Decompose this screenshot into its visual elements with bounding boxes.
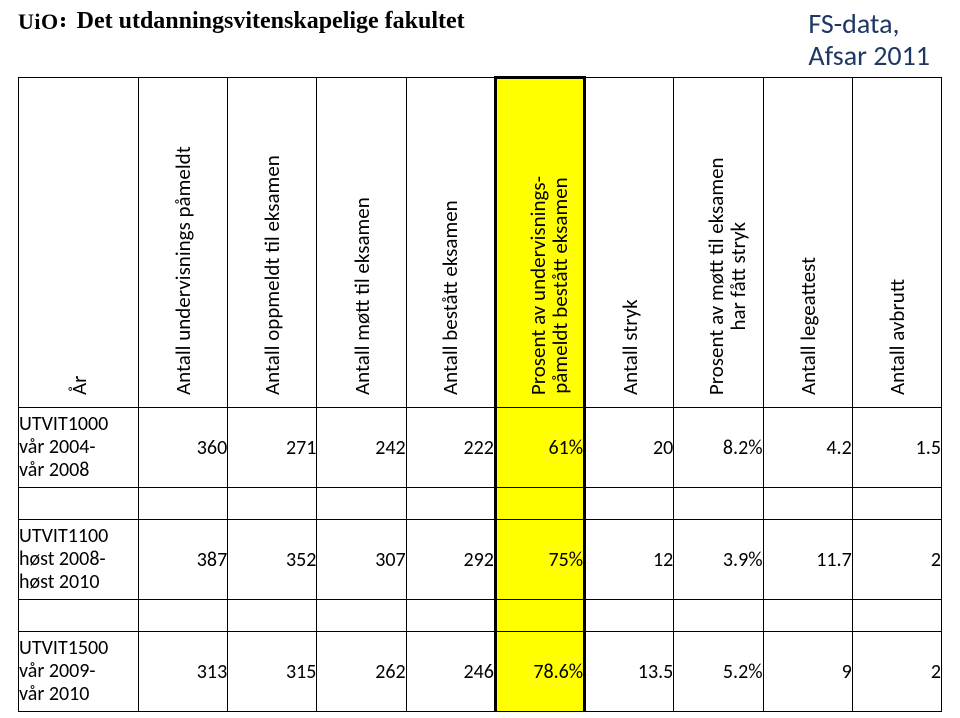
cell: 2 (852, 520, 941, 600)
col-avbrutt: Antall avbrutt (852, 78, 941, 408)
table-row: UTVIT1500 vår 2009- vår 2010 313 315 262… (19, 632, 942, 712)
cell: 262 (317, 632, 406, 712)
col-mott-eksamen: Antall møtt til eksamen (317, 78, 406, 408)
cell: 313 (139, 632, 228, 712)
faculty-name: Det utdanningsvitenskapelige fakultet (77, 8, 465, 35)
row-label: UTVIT1000 vår 2004- vår 2008 (19, 408, 139, 488)
faculty-header: UiO Det utdanningsvitenskapelige fakulte… (18, 8, 465, 35)
table-row: UTVIT1000 vår 2004- vår 2008 360 271 242… (19, 408, 942, 488)
annotation-line2: Afsar 2011 (808, 40, 930, 72)
source-annotation: FS-data, Afsar 2011 (808, 8, 930, 72)
cell: 1.5 (852, 408, 941, 488)
uio-logo: UiO (18, 9, 69, 35)
col-prosent-stryk: Prosent av møtt til eksamen har fått str… (674, 78, 763, 408)
table-gap-row (19, 488, 942, 520)
cell: 3.9% (674, 520, 763, 600)
logo-text: UiO (18, 9, 59, 35)
col-undervisnings-pameldt: Antall undervisnings påmeldt (139, 78, 228, 408)
cell: 11.7 (763, 520, 852, 600)
cell-highlight: 78.6% (495, 632, 584, 712)
cell: 315 (228, 632, 317, 712)
cell: 13.5 (585, 632, 674, 712)
cell: 271 (228, 408, 317, 488)
col-year: År (19, 78, 139, 408)
cell: 222 (406, 408, 495, 488)
cell: 12 (585, 520, 674, 600)
cell: 352 (228, 520, 317, 600)
cell: 292 (406, 520, 495, 600)
row-label: UTVIT1100 høst 2008- høst 2010 (19, 520, 139, 600)
col-legeattest: Antall legeattest (763, 78, 852, 408)
logo-dots-icon (61, 17, 65, 27)
cell: 387 (139, 520, 228, 600)
cell-highlight: 61% (495, 408, 584, 488)
annotation-line1: FS-data, (808, 8, 930, 40)
cell: 242 (317, 408, 406, 488)
col-antall-stryk: Antall stryk (585, 78, 674, 408)
cell: 246 (406, 632, 495, 712)
col-prosent-bestatt: Prosent av undervisnings- påmeldt beståt… (495, 78, 584, 408)
table-row: UTVIT1100 høst 2008- høst 2010 387 352 3… (19, 520, 942, 600)
cell: 8.2% (674, 408, 763, 488)
cell: 9 (763, 632, 852, 712)
data-table: År Antall undervisnings påmeldt Antall o… (18, 76, 942, 712)
table-gap-row (19, 600, 942, 632)
table-header-row: År Antall undervisnings påmeldt Antall o… (19, 78, 942, 408)
col-bestatt-eksamen: Antall bestått eksamen (406, 78, 495, 408)
row-label: UTVIT1500 vår 2009- vår 2010 (19, 632, 139, 712)
cell: 4.2 (763, 408, 852, 488)
col-oppmeldt-eksamen: Antall oppmeldt til eksamen (228, 78, 317, 408)
cell: 2 (852, 632, 941, 712)
cell: 307 (317, 520, 406, 600)
cell: 20 (585, 408, 674, 488)
cell: 5.2% (674, 632, 763, 712)
cell-highlight: 75% (495, 520, 584, 600)
cell: 360 (139, 408, 228, 488)
